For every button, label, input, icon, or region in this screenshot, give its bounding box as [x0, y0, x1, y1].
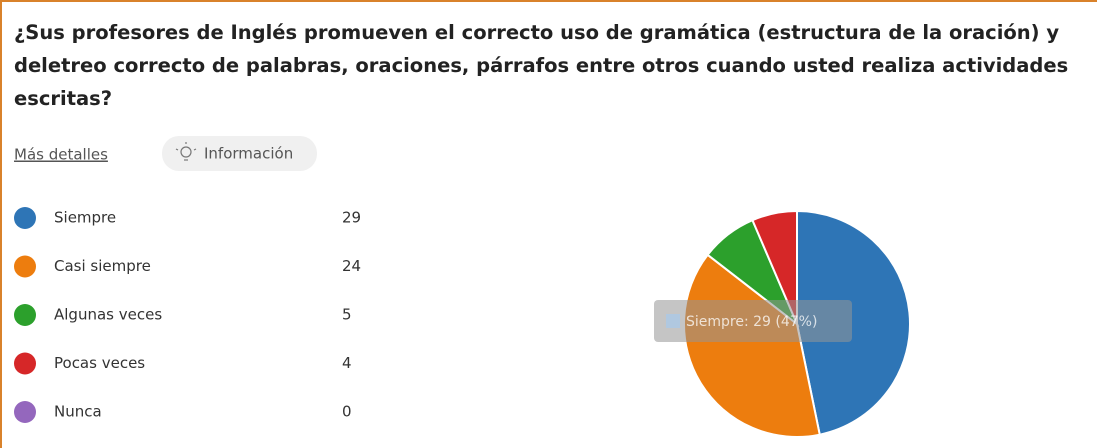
legend-swatch [14, 255, 36, 278]
legend-label: Pocas veces [54, 354, 145, 372]
legend-swatch [14, 401, 36, 423]
question-title: ¿Sus profesores de Inglés promueven el c… [14, 21, 1069, 110]
tooltip-box [654, 300, 852, 342]
tooltip-swatch [666, 314, 680, 328]
legend-label: Algunas veces [54, 306, 162, 324]
more-details-link[interactable]: Más detalles [14, 146, 108, 164]
legend-value: 5 [342, 306, 352, 324]
info-button-label[interactable]: Información [204, 145, 293, 163]
pie-slice [796, 209, 911, 436]
legend-label: Casi siempre [54, 257, 151, 275]
legend-value: 0 [342, 403, 352, 421]
legend-label: Nunca [54, 403, 102, 421]
bulb-icon [175, 142, 197, 161]
info-button[interactable] [162, 136, 317, 171]
legend-swatch [14, 207, 36, 229]
pie-slice [751, 209, 798, 325]
tooltip-text: Siempre: 29 (47%) [686, 314, 817, 330]
legend-value: 29 [342, 209, 361, 227]
legend-swatch [14, 304, 36, 326]
legend-value: 24 [342, 257, 361, 275]
legend-label: Siempre [54, 209, 116, 227]
legend-value: 4 [342, 354, 352, 372]
legend-swatch [14, 352, 36, 375]
